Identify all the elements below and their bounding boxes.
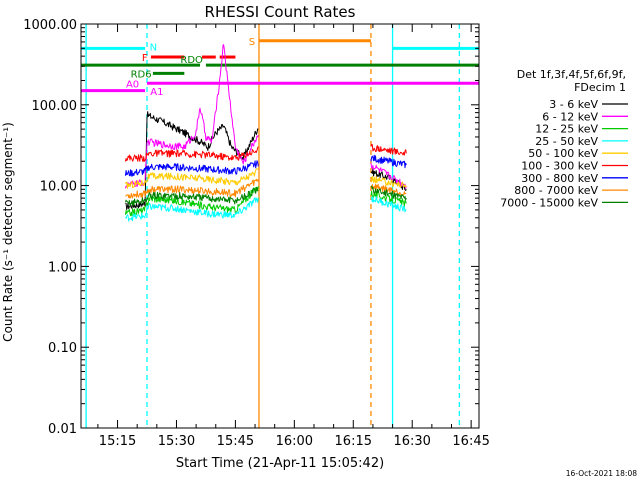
flag-label-a1: A1 — [150, 87, 163, 98]
x-tick-label-0: 15:15 — [99, 434, 136, 449]
y-axis-label: Count Rate (s⁻¹ detector segment⁻¹) — [1, 122, 15, 342]
series-line-6-0 — [124, 160, 259, 177]
series-line-5-1 — [370, 143, 407, 156]
flag-label-rd6: RD6 — [131, 69, 152, 80]
y-tick-label-0: 0.01 — [48, 422, 77, 437]
x-tick-label-1: 15:30 — [158, 434, 195, 449]
series-line-4-1 — [370, 175, 407, 188]
chart-title: RHESSI Count Rates — [205, 3, 356, 21]
legend-label-2: 12 - 25 keV — [535, 123, 598, 136]
legend-label-0: 3 - 6 keV — [549, 98, 598, 111]
series-line-5-0 — [124, 146, 259, 163]
x-tick-label-3: 16:00 — [276, 434, 313, 449]
series-line-7-0 — [125, 178, 259, 199]
y-tick-label-5: 1000.00 — [23, 18, 77, 33]
legend-label-5: 100 - 300 keV — [521, 160, 598, 173]
series-line-0-0 — [125, 111, 259, 210]
flag-label-rdo: RDO — [180, 55, 203, 66]
series-line-6-1 — [370, 154, 407, 169]
x-axis-label: Start Time (21-Apr-11 15:05:42) — [176, 456, 384, 471]
series-line-4-0 — [124, 168, 259, 189]
footer-timestamp: 16-Oct-2021 18:08 — [566, 469, 637, 478]
y-tick-label-1: 0.10 — [48, 341, 77, 356]
series-line-7-1 — [370, 183, 407, 197]
series-line-3-0 — [125, 197, 259, 222]
flag-label-a0: A0 — [126, 80, 139, 91]
y-tick-label-4: 100.00 — [32, 99, 78, 114]
series-line-3-1 — [370, 196, 407, 213]
plot-frame — [80, 23, 480, 429]
x-tick-label-4: 16:15 — [335, 434, 372, 449]
flag-label-f: F — [142, 53, 148, 64]
x-tick-label-2: 15:45 — [217, 434, 254, 449]
legend-label-8: 7000 - 15000 keV — [500, 196, 598, 209]
series-line-8-1 — [370, 185, 407, 201]
legend-label-7: 800 - 7000 keV — [514, 184, 598, 197]
series-line-8-0 — [124, 186, 259, 207]
legend-header-line-1: Det 1f,3f,4f,5f,6f,9f, — [517, 68, 626, 81]
x-tick-label-5: 16:30 — [393, 434, 430, 449]
legend-label-1: 6 - 12 keV — [542, 110, 598, 123]
legend-header-line-2: FDecim 1 — [574, 81, 626, 94]
legend-label-6: 300 - 800 keV — [521, 172, 598, 185]
y-tick-label-3: 10.00 — [40, 180, 77, 195]
flag-label-s: S — [249, 37, 255, 48]
series-line-1-1 — [370, 162, 407, 190]
y-tick-label-2: 1.00 — [48, 260, 77, 275]
flag-label-n: N — [150, 42, 157, 53]
legend-label-4: 50 - 100 keV — [528, 147, 598, 160]
x-tick-label-6: 16:45 — [452, 434, 489, 449]
legend-label-3: 25 - 50 keV — [535, 135, 598, 148]
series-line-1-0 — [124, 44, 259, 189]
